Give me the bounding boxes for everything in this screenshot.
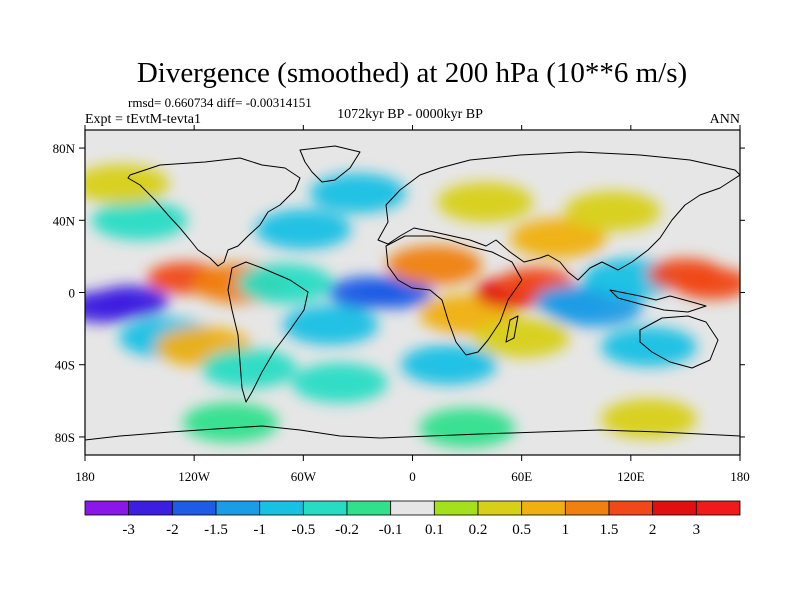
colorbar: -3 -2 -1.5 -1 -0.5 -0.2 -0.1 0.1 0.2 0.5 1 1.5 2 3	[84, 500, 741, 538]
field-blob	[85, 290, 142, 323]
colorbar-swatch	[433, 500, 479, 516]
coastline-madagascar	[505, 315, 519, 343]
coastline-greenland	[299, 145, 361, 183]
colorbar-swatch	[695, 500, 741, 516]
colorbar-label: 1.5	[600, 522, 619, 538]
coastline-maritime-continent	[609, 289, 707, 313]
colorbar-label: 0.5	[512, 522, 531, 538]
x-axis: 180 120W 60W 0 60E 120E 180	[75, 125, 750, 484]
colorbar-label: 0.2	[469, 522, 488, 538]
field-blob	[601, 398, 697, 439]
field-blob	[601, 326, 697, 367]
field-blob	[85, 164, 170, 205]
stats-label: rmsd= 0.660734 diff= -0.00314151	[128, 95, 312, 110]
colorbar-swatch	[477, 500, 523, 516]
coastline-north-america	[127, 157, 301, 267]
field-blob	[564, 191, 661, 232]
y-tick-label: 80N	[53, 141, 76, 156]
x-tick-label: 0	[409, 469, 416, 484]
colorbar-swatch	[652, 500, 697, 516]
colorbar-swatch	[259, 500, 304, 516]
x-tick-label: 120E	[617, 469, 645, 484]
field-blob	[400, 344, 497, 385]
colorbar-label: 0.1	[425, 522, 444, 538]
field-blob	[309, 173, 406, 214]
field-blob	[291, 362, 388, 403]
field-blob	[237, 263, 334, 304]
colorbar-swatch	[608, 500, 654, 516]
field-blob	[182, 402, 279, 443]
field-blob	[419, 407, 516, 448]
colorbar-swatch	[390, 500, 435, 516]
y-axis: 80N 40N 0 40S 80S	[53, 141, 745, 445]
x-tick-label: 120W	[178, 469, 211, 484]
colorbar-swatch	[521, 500, 566, 516]
colorbar-swatch	[564, 500, 610, 516]
field-blob	[674, 267, 740, 300]
field-blob	[437, 182, 534, 223]
period-label: 1072kyr BP - 0000kyr BP	[337, 107, 483, 122]
season-label: ANN	[710, 112, 740, 127]
y-tick-label: 40S	[55, 358, 75, 373]
field-blob	[386, 245, 483, 286]
field-blob	[473, 317, 570, 358]
field-blob	[282, 305, 379, 345]
colorbar-swatch	[302, 500, 348, 516]
colorbar-swatch	[346, 500, 392, 516]
x-tick-label: 60W	[291, 469, 317, 484]
x-tick-label: 60E	[511, 469, 532, 484]
experiment-label: Expt = tEvtM-tevta1	[85, 112, 201, 127]
colorbar-label: -3	[122, 522, 135, 538]
divergence-field	[85, 164, 740, 448]
x-tick-label: 180	[75, 469, 95, 484]
field-blob	[200, 348, 297, 389]
map-panel	[84, 129, 741, 456]
y-tick-label: 80S	[55, 430, 75, 445]
colorbar-swatch	[171, 500, 217, 516]
coastlines	[85, 145, 740, 441]
colorbar-label: -2	[166, 522, 179, 538]
coastline-australia	[639, 315, 719, 369]
colorbar-label: -0.5	[291, 522, 315, 538]
colorbar-label: -1	[253, 522, 266, 538]
colorbar-swatch	[128, 500, 173, 516]
coastline-south-america	[227, 261, 309, 403]
field-blob	[356, 276, 433, 309]
coastline-africa	[385, 235, 523, 356]
coastline-antarctica	[85, 425, 740, 441]
y-tick-label: 40N	[53, 213, 76, 228]
colorbar-label: 2	[649, 522, 657, 538]
colorbar-label: -1.5	[204, 522, 228, 538]
colorbar-swatch	[84, 500, 130, 516]
field-blob	[255, 209, 352, 250]
colorbar-label: -0.1	[379, 522, 403, 538]
colorbar-label: 1	[562, 522, 570, 538]
colorbar-label: 3	[693, 522, 701, 538]
x-tick-label: 180	[730, 469, 750, 484]
y-tick-label: 0	[69, 286, 76, 301]
field-blob	[510, 218, 607, 259]
colorbar-label: -0.2	[335, 522, 359, 538]
chart-title: Divergence (smoothed) at 200 hPa (10**6 …	[137, 57, 687, 89]
coastline-eurasia	[377, 151, 740, 281]
colorbar-swatch	[215, 500, 261, 516]
